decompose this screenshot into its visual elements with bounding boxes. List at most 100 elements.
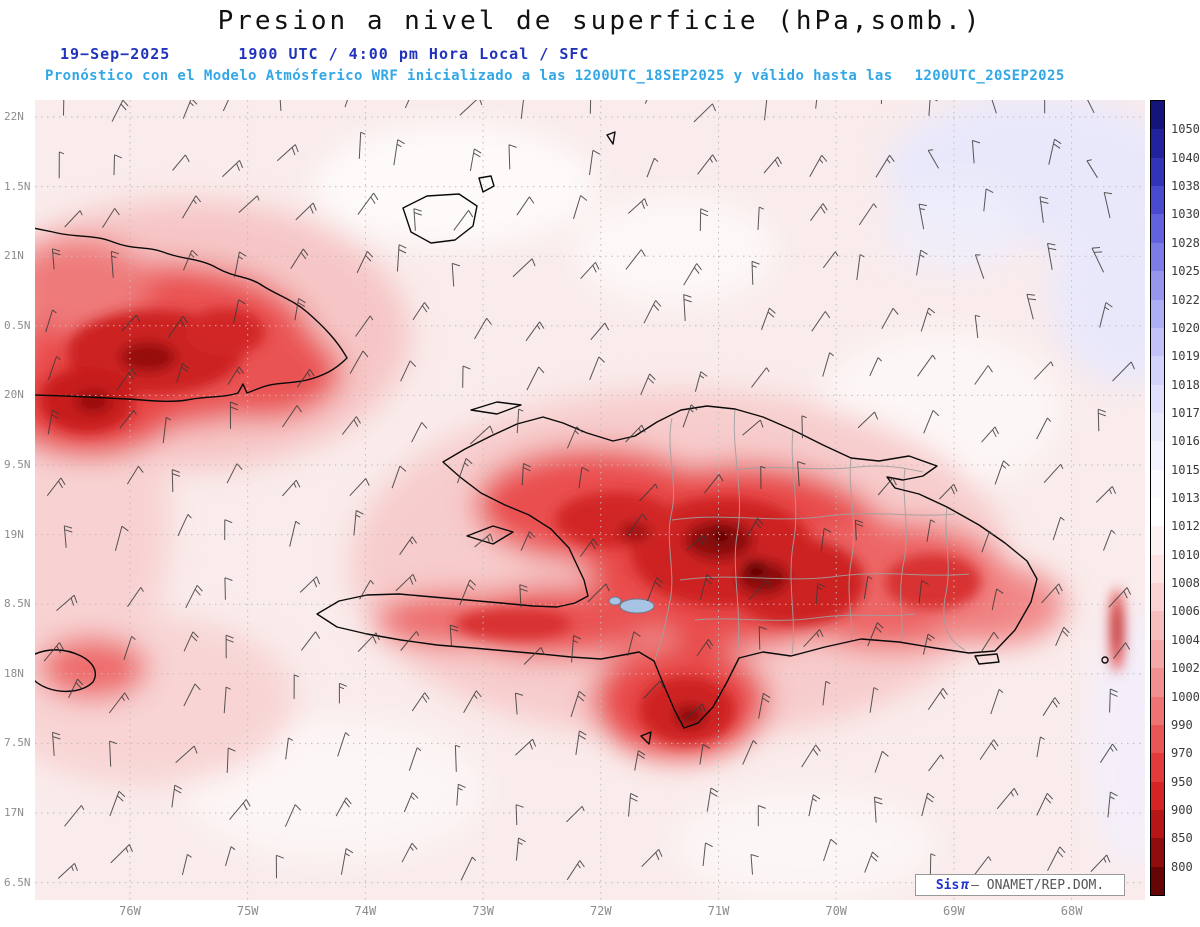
colorbar-value-label: 1016	[1171, 434, 1200, 449]
lat-tick-label: 22N	[4, 110, 24, 123]
colorbar-value-label: 1020	[1171, 320, 1200, 335]
colorbar-cell	[1151, 611, 1164, 640]
lat-tick-label: 6.5N	[4, 875, 31, 889]
colorbar-value-label: 1018	[1171, 377, 1200, 392]
colorbar-value-label: 1040	[1171, 150, 1200, 165]
lat-tick-label: 20N	[4, 388, 24, 402]
lon-tick-label: 69W	[943, 904, 965, 918]
wind-barbs	[43, 100, 1135, 881]
colorbar-cell	[1151, 327, 1164, 357]
colorbar-cell	[1151, 129, 1164, 158]
turks-island	[606, 131, 616, 145]
hispaniola-coastline	[316, 405, 1038, 729]
onamet-org-label: — ONAMET/REP.DOM.	[971, 877, 1105, 893]
lat-tick-label: 21N	[4, 249, 24, 263]
province-borders	[654, 408, 970, 661]
colorbar-cell	[1151, 412, 1164, 442]
colorbar-cell	[1151, 696, 1164, 725]
page-title: Presion a nivel de superficie (hPa,somb.…	[217, 6, 983, 36]
model-init-text: Pronóstico con el Modelo Atmósferico WRF…	[45, 68, 893, 84]
pressure-shading-cores	[39, 308, 1124, 744]
lon-tick-label: 68W	[1060, 904, 1083, 918]
weather-map	[35, 100, 1145, 900]
colorbar-cell	[1151, 214, 1164, 243]
lon-tick-label: 74W	[354, 904, 377, 918]
colorbar-value-label: 1028	[1171, 235, 1200, 250]
colorbar-cell	[1151, 724, 1164, 754]
colorbar-cell	[1151, 838, 1164, 867]
forecast-date: 19−Sep−2025	[60, 45, 171, 63]
cuba-coastline	[35, 227, 348, 402]
colorbar-cell	[1151, 583, 1164, 612]
jamaica-coastline	[35, 649, 97, 693]
lat-tick-label: 0.5N	[4, 318, 31, 332]
lat-tick-label: 8.5N	[4, 597, 31, 611]
colorbar-value-label: 1017	[1171, 405, 1200, 420]
model-valid-text: 1200UTC_20SEP2025	[914, 68, 1065, 84]
colorbar-cell	[1151, 781, 1164, 810]
lake-enriquillo	[619, 598, 655, 614]
pressure-field-map	[35, 100, 1145, 900]
colorbar-value-label: 1013	[1171, 491, 1200, 505]
colorbar-cell	[1151, 186, 1164, 215]
lon-tick-label: 76W	[119, 904, 141, 918]
colorbar-cell	[1151, 526, 1164, 555]
colorbar-value-label: 1022	[1171, 292, 1200, 307]
little-inagua-island	[478, 175, 495, 193]
colorbar-value-label: 970	[1171, 746, 1193, 761]
lon-tick-label: 73W	[472, 904, 494, 918]
colorbar-value-label: 1025	[1171, 264, 1200, 279]
lon-tick-label: 71W	[707, 904, 730, 918]
colorbar-cell	[1151, 271, 1164, 300]
lon-tick-label: 75W	[236, 904, 259, 918]
tortuga-island	[470, 401, 522, 415]
colorbar-cell	[1151, 639, 1164, 669]
gonave-island	[466, 525, 514, 545]
great-inagua-island	[402, 193, 478, 244]
forecast-time: 1900 UTC / 4:00 pm Hora Local / SFC	[238, 45, 590, 63]
colorbar-value-label: 1008	[1171, 576, 1200, 591]
colorbar-value-label: 990	[1171, 717, 1193, 732]
colorbar-cell	[1151, 384, 1164, 413]
colorbar-cell	[1151, 753, 1164, 782]
colorbar-value-label: 1050	[1171, 122, 1200, 137]
beata-island	[640, 731, 652, 745]
colorbar-cell	[1151, 157, 1164, 187]
colorbar-value-label: 1038	[1171, 179, 1200, 194]
colorbar-cell	[1151, 441, 1164, 470]
colorbar-value-label: 850	[1171, 831, 1193, 846]
datetime-row: 19−Sep−2025 1900 UTC / 4:00 pm Hora Loca…	[60, 45, 589, 63]
colorbar-value-label: 1006	[1171, 604, 1200, 619]
colorbar-value-label: 800	[1171, 859, 1193, 874]
colorbar-value-label: 1002	[1171, 661, 1200, 676]
colorbar-cell	[1151, 299, 1164, 328]
pressure-colorbar	[1150, 100, 1165, 896]
lon-tick-label: 72W	[589, 904, 612, 918]
saona-island	[974, 653, 1000, 665]
colorbar-cell	[1151, 356, 1164, 385]
colorbar-value-label: 1019	[1171, 349, 1200, 364]
sispi-pi-symbol: π	[961, 877, 970, 893]
lakes	[608, 596, 655, 614]
colorbar-cell	[1151, 668, 1164, 697]
mona-island	[1101, 656, 1109, 664]
lat-tick-label: 9.5N	[4, 458, 31, 471]
lon-tick-label: 70W	[825, 904, 848, 918]
colorbar-value-label: 900	[1171, 802, 1193, 817]
lake-azuei	[608, 596, 622, 606]
lat-tick-label: 17N	[4, 806, 24, 819]
colorbar-value-label: 1015	[1171, 462, 1200, 477]
colorbar-cell	[1151, 242, 1164, 272]
colorbar-cell	[1151, 469, 1164, 499]
coastlines	[35, 131, 1109, 745]
colorbar-value-label: 1000	[1171, 689, 1200, 704]
colorbar-value-label: 1010	[1171, 547, 1200, 562]
colorbar-cell	[1151, 554, 1164, 584]
lat-tick-label: 19N	[4, 527, 24, 541]
model-info-row: Pronóstico con el Modelo Atmósferico WRF…	[45, 68, 1155, 84]
sispi-brand: Sis	[935, 877, 960, 893]
colorbar-cell	[1151, 809, 1164, 839]
colorbar-cell	[1151, 866, 1164, 896]
colorbar-value-label: 1012	[1171, 519, 1200, 534]
lat-tick-label: 7.5N	[4, 736, 31, 750]
